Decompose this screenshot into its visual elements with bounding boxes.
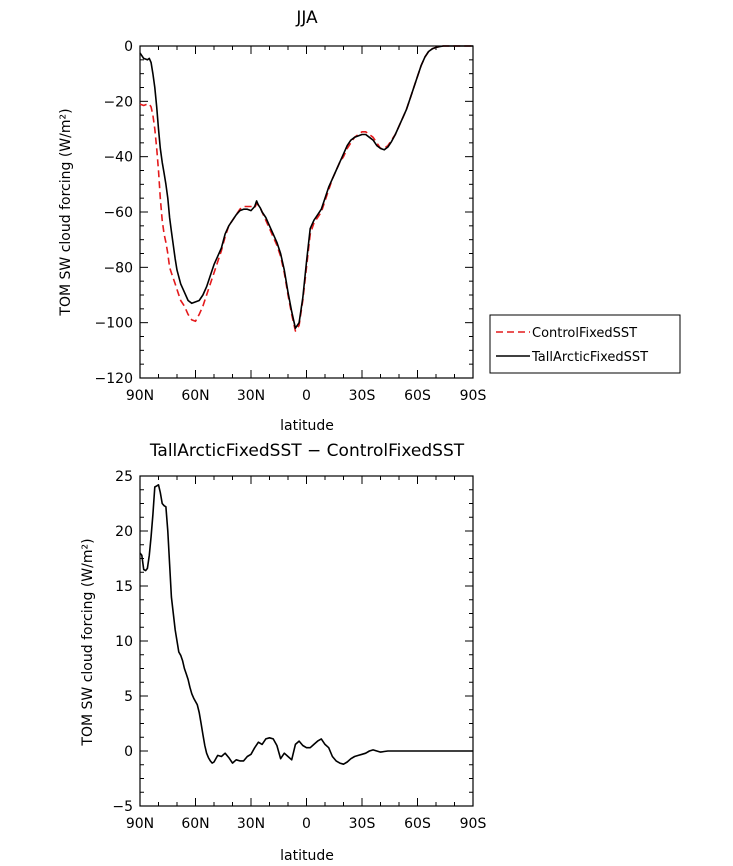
series-line-tallarcticfixedsst-controlfixedsst	[139, 484, 473, 765]
x-tick-label: 30S	[349, 388, 376, 404]
legend-label-tallarctic: TallArcticFixedSST	[531, 350, 648, 365]
series-line-controlfixedsst	[139, 45, 473, 332]
x-tick-label: 60N	[181, 388, 209, 404]
y-tick-label: 5	[124, 689, 133, 705]
chart-title-difference: TallArcticFixedSST − ControlFixedSST	[149, 441, 465, 461]
legend-label-control: ControlFixedSST	[532, 326, 637, 341]
x-tick-label: 60S	[404, 388, 431, 404]
panel-difference: TallArcticFixedSST − ControlFixedSST TOM…	[80, 441, 486, 864]
legend-top: ControlFixedSST TallArcticFixedSST	[489, 314, 681, 374]
y-tick-label: 15	[115, 579, 133, 595]
series-line-tallarcticfixedsst	[139, 45, 473, 329]
y-tick-label: 0	[124, 39, 133, 55]
y-tick-label: −20	[103, 94, 133, 110]
x-tick-label: 0	[302, 388, 311, 404]
x-axis-label-bottom: latitude	[280, 848, 334, 864]
x-tick-label: 90N	[126, 388, 154, 404]
x-tick-label: 0	[302, 816, 311, 832]
x-tick-label: 30N	[237, 816, 265, 832]
y-axis-label-bottom: TOM SW cloud forcing (W/m²)	[80, 538, 96, 746]
x-tick-label: 30S	[349, 816, 376, 832]
y-tick-label: 0	[124, 744, 133, 760]
y-tick-label: 25	[115, 469, 133, 485]
y-tick-label: −5	[112, 799, 133, 815]
chart-title-jja: JJA	[295, 8, 318, 28]
x-tick-label: 30N	[237, 388, 265, 404]
x-axis-label-top: latitude	[280, 418, 334, 434]
x-tick-label: 60S	[404, 816, 431, 832]
y-tick-label: −120	[95, 371, 133, 387]
legend-box	[489, 314, 681, 374]
x-tick-label: 90N	[126, 816, 154, 832]
y-tick-label: 10	[115, 634, 133, 650]
plot-frame-top	[139, 45, 474, 379]
y-tick-label: −40	[103, 150, 133, 166]
y-tick-label: −60	[103, 205, 133, 221]
x-tick-label: 60N	[181, 816, 209, 832]
x-tick-label: 90S	[460, 388, 487, 404]
panel-jja: JJA TOM SW cloud forcing (W/m²) latitude…	[58, 8, 486, 434]
y-axis-label-top: TOM SW cloud forcing (W/m²)	[58, 108, 74, 316]
y-tick-label: −100	[95, 316, 133, 332]
plot-frame-bottom	[139, 475, 474, 807]
x-tick-label: 90S	[460, 816, 487, 832]
y-tick-label: 20	[115, 524, 133, 540]
y-tick-label: −80	[103, 260, 133, 276]
